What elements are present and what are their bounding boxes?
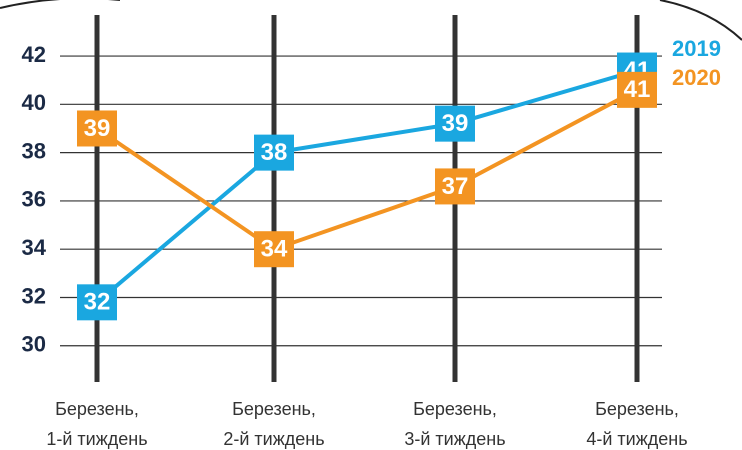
y-tick-label: 32 bbox=[22, 283, 46, 308]
value-box bbox=[254, 231, 294, 268]
x-tick-label: 1-й тиждень bbox=[46, 429, 147, 449]
value-label: 37 bbox=[442, 173, 469, 200]
y-tick-label: 38 bbox=[22, 138, 46, 163]
series-line bbox=[95, 88, 638, 252]
decor-arc bbox=[659, 0, 742, 41]
x-tick-label: Березень, bbox=[55, 399, 139, 419]
value-box bbox=[77, 110, 117, 147]
legend-label: 2019 bbox=[672, 36, 721, 61]
value-label: 41 bbox=[624, 76, 651, 103]
value-box bbox=[77, 284, 117, 321]
value-label: 39 bbox=[84, 115, 111, 142]
x-tick-label: Березень, bbox=[595, 399, 679, 419]
legend-label: 2020 bbox=[672, 65, 721, 90]
value-box bbox=[435, 105, 475, 142]
y-tick-label: 40 bbox=[22, 90, 46, 115]
value-box bbox=[435, 168, 475, 205]
x-tick-label: Березень, bbox=[232, 399, 316, 419]
x-tick-label: Березень, bbox=[413, 399, 497, 419]
y-tick-label: 42 bbox=[22, 42, 46, 67]
value-box bbox=[617, 71, 657, 108]
y-tick-label: 34 bbox=[22, 235, 47, 260]
value-label: 39 bbox=[442, 110, 469, 137]
value-label: 38 bbox=[261, 139, 288, 166]
y-tick-label: 36 bbox=[22, 187, 46, 212]
x-tick-label: 2-й тиждень bbox=[223, 429, 324, 449]
value-label: 32 bbox=[84, 289, 111, 316]
y-tick-label: 30 bbox=[22, 332, 46, 357]
series-line bbox=[95, 68, 638, 304]
x-tick-label: 3-й тиждень bbox=[404, 429, 505, 449]
x-tick-label: 4-й тиждень bbox=[586, 429, 687, 449]
value-label: 34 bbox=[261, 236, 288, 263]
value-box bbox=[254, 134, 294, 171]
decor-arc bbox=[0, 0, 120, 9]
